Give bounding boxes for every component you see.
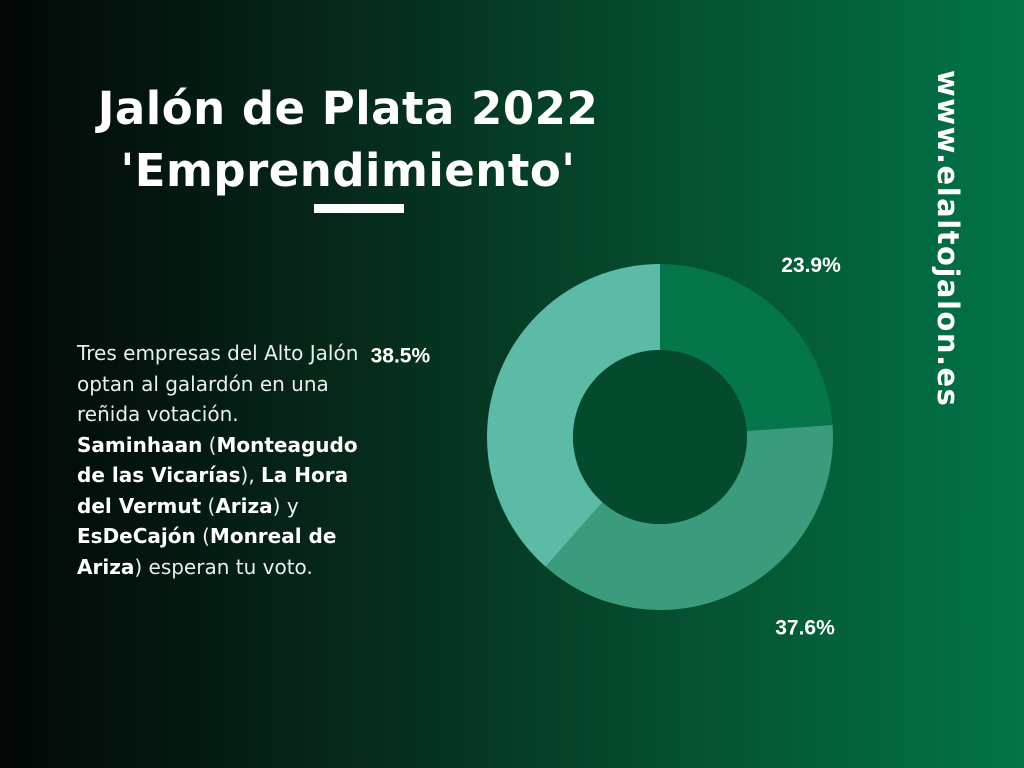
description-text: Tres empresas del Alto Jalón optan al ga… xyxy=(77,341,359,579)
company-2-name: La Hora del Vermut xyxy=(77,463,349,518)
slice-label-1: 23.9% xyxy=(781,254,841,277)
slice-label-3: 38.5% xyxy=(371,345,431,368)
company-3-place: Monreal de Ariza xyxy=(77,524,337,579)
company-1-place: Monteagudo de las Vicarías xyxy=(77,432,358,488)
title-underline xyxy=(314,204,404,213)
website-label: www.elaltojalon.es xyxy=(898,70,998,407)
title-line-1: Jalón de Plata 2022 xyxy=(97,82,599,135)
donut-slice-2 xyxy=(545,425,833,610)
donut-hole xyxy=(573,350,747,524)
title-line-2: 'Emprendimiento' xyxy=(120,144,576,197)
company-2-place: Ariza xyxy=(215,493,273,518)
description-outro: esperan tu voto. xyxy=(148,554,313,579)
company-1-name: Saminhaan xyxy=(77,432,203,457)
donut-slice-3 xyxy=(487,264,660,567)
company-3-name: EsDeCajón xyxy=(77,524,196,548)
slice-label-2: 37.6% xyxy=(775,617,835,640)
page-title: Jalón de Plata 2022 'Emprendimiento' xyxy=(58,78,638,202)
donut-slice-1 xyxy=(660,264,833,431)
website-url: www.elaltojalon.es xyxy=(931,70,965,408)
description-intro: Tres empresas del Alto Jalón optan al ga… xyxy=(77,341,359,426)
